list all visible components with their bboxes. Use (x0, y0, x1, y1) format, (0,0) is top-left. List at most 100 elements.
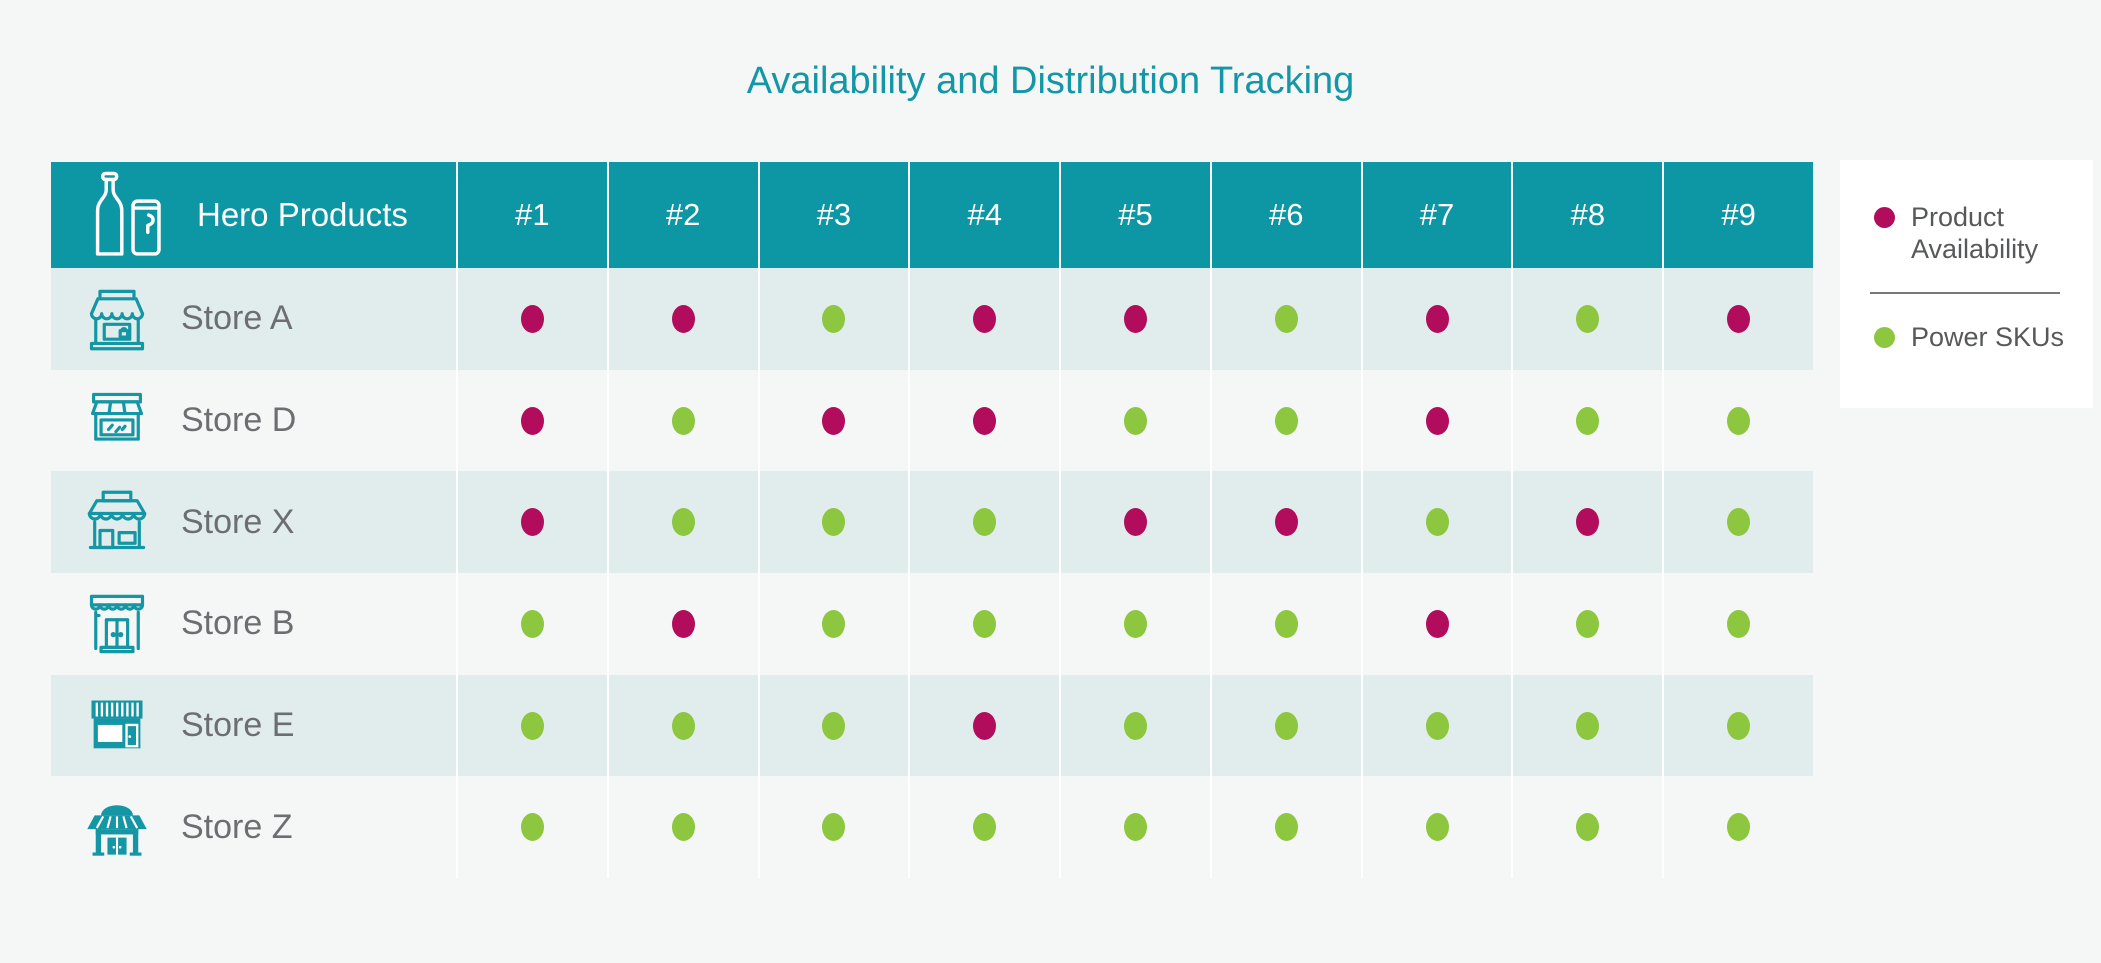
table-row-store-z: Store Z (51, 776, 1813, 879)
store-cell-store-e: Store E (51, 675, 456, 777)
table-row-store-a: Store A (51, 268, 1813, 370)
cell-store-z-1 (456, 776, 607, 879)
store-cell-store-d: Store D (51, 370, 456, 472)
power-sku-dot (1576, 609, 1600, 638)
cell-store-z-5 (1059, 776, 1210, 879)
cell-store-b-2 (606, 573, 758, 675)
power-sku-dot (822, 813, 846, 842)
power-sku-dot (822, 508, 846, 537)
cell-store-z-4 (908, 776, 1059, 879)
power-sku-dot (671, 508, 695, 537)
power-sku-dot (671, 406, 695, 435)
table-row-store-d: Store D (51, 369, 1813, 472)
power-sku-dot (1123, 609, 1147, 638)
power-sku-dot (671, 813, 695, 842)
column-header-1: #1 (456, 162, 607, 268)
power-sku-dot (822, 711, 846, 740)
availability-table: Hero Products #1 #2 #3 #4 #5 #6 #7 #8 #9 Store A… (51, 162, 1813, 879)
product-availability-dot (1425, 609, 1449, 638)
page-title: Availability and Distribution Tracking (746, 60, 1355, 102)
cell-store-d-9 (1662, 369, 1813, 472)
cell-store-z-9 (1662, 776, 1813, 879)
store-cell-store-b: Store B (51, 573, 456, 675)
table-header-row: Hero Products #1 #2 #3 #4 #5 #6 #7 #8 #9 (51, 162, 1813, 268)
cell-store-a-8 (1511, 268, 1662, 370)
column-header-6: #6 (1209, 162, 1361, 268)
product-availability-dot (822, 406, 846, 435)
cell-store-x-1 (456, 471, 607, 574)
power-sku-dot (1576, 711, 1600, 740)
cell-store-x-3 (757, 471, 909, 574)
table-row-store-e: Store E (51, 674, 1813, 777)
legend: Product Availability Power SKUs (1840, 160, 2093, 408)
cell-store-a-3 (757, 268, 909, 370)
cell-store-d-6 (1209, 369, 1361, 472)
cell-store-x-8 (1511, 471, 1662, 574)
product-availability-dot (973, 406, 997, 435)
product-availability-dot (1123, 508, 1147, 537)
power-sku-dot (520, 711, 544, 740)
legend-label: Power SKUs (1911, 321, 2065, 352)
store-x-icon (83, 488, 151, 556)
cell-store-z-7 (1360, 776, 1512, 879)
cell-store-d-7 (1360, 369, 1512, 472)
power-sku-dot (1274, 711, 1298, 740)
product-availability-dot (1274, 508, 1298, 537)
power-sku-dot (1274, 304, 1298, 333)
product-availability-dot (1123, 304, 1147, 333)
cell-store-z-2 (606, 776, 758, 879)
cell-store-z-8 (1511, 776, 1662, 879)
cell-store-x-2 (606, 471, 758, 574)
power-sku-dot (1274, 813, 1298, 842)
cell-store-x-6 (1209, 471, 1361, 574)
power-sku-dot (1425, 813, 1449, 842)
power-sku-dot (1123, 711, 1147, 740)
bottle-can-icon (79, 170, 175, 260)
column-header-2: #2 (606, 162, 758, 268)
power-sku-dot (973, 813, 997, 842)
cell-store-d-5 (1059, 369, 1210, 472)
cell-store-a-5 (1059, 268, 1210, 370)
column-header-3: #3 (757, 162, 909, 268)
legend-item-power-skus: Power SKUs (1874, 322, 2093, 354)
store-label: Store X (181, 502, 295, 541)
cell-store-b-4 (908, 573, 1059, 675)
cell-store-z-3 (757, 776, 909, 879)
power-sku-dot (1727, 609, 1751, 638)
cell-store-e-8 (1511, 674, 1662, 777)
product-availability-dot (1727, 304, 1751, 333)
store-d-icon (83, 387, 151, 455)
power-sku-dot (1123, 813, 1147, 842)
power-sku-dot (1727, 508, 1751, 537)
column-header-4: #4 (908, 162, 1059, 268)
power-sku-dot (1274, 406, 1298, 435)
corner-header-cell: Hero Products (51, 162, 456, 268)
column-header-7: #7 (1360, 162, 1512, 268)
cell-store-b-9 (1662, 573, 1813, 675)
product-availability-dot (1576, 508, 1600, 537)
power-sku-dot (1123, 406, 1147, 435)
cell-store-d-2 (606, 369, 758, 472)
power-sku-dot (520, 609, 544, 638)
product-availability-dot (973, 304, 997, 333)
store-label: Store D (181, 401, 297, 439)
power-sku-dot (1425, 711, 1449, 740)
power-sku-dot (973, 508, 997, 537)
cell-store-b-6 (1209, 573, 1361, 675)
cell-store-e-3 (757, 674, 909, 777)
cell-store-d-3 (757, 369, 909, 472)
cell-store-x-9 (1662, 471, 1813, 574)
power-sku-dot (1727, 406, 1751, 435)
cell-store-x-4 (908, 471, 1059, 574)
power-sku-dot (1274, 609, 1298, 638)
table-row-store-x: Store X (51, 471, 1813, 574)
cell-store-b-1 (456, 573, 607, 675)
legend-label: Product Availability (1911, 202, 2039, 264)
power-sku-dot (671, 711, 695, 740)
cell-store-z-6 (1209, 776, 1361, 879)
cell-store-e-7 (1360, 674, 1512, 777)
product-availability-dot (671, 609, 695, 638)
store-label: Store E (181, 706, 295, 745)
cell-store-b-5 (1059, 573, 1210, 675)
